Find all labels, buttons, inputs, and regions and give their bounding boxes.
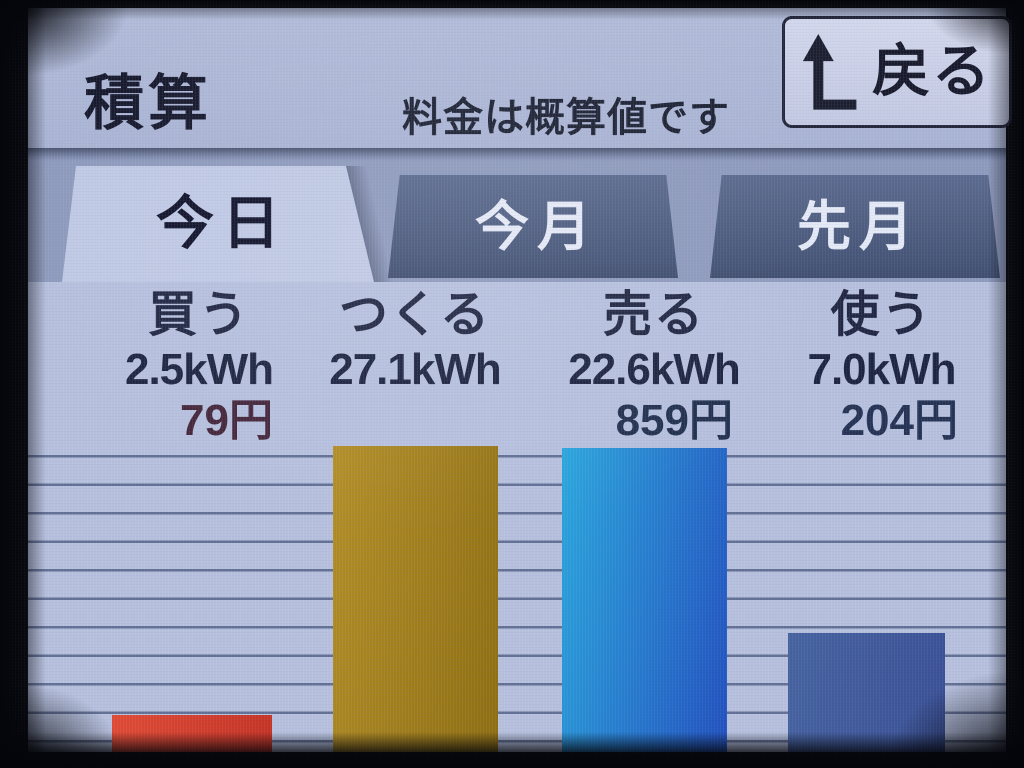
- stat-column-buy: 買う 2.5kWh 79円: [103, 290, 295, 443]
- stat-column-generate: つくる 27.1kWh: [315, 290, 515, 399]
- page-title: 積算: [84, 70, 212, 137]
- bar-buy: [112, 715, 272, 752]
- price-notice-text: 料金は概算値です: [402, 96, 730, 140]
- generate-energy-value: 27.1kWh: [329, 344, 502, 394]
- tab-this-month[interactable]: 今月: [388, 172, 678, 278]
- tab-this-month-label: 今月: [475, 196, 599, 257]
- tab-today[interactable]: 今日: [62, 166, 374, 282]
- sell-price-value: 859円: [615, 395, 733, 445]
- generate-label: つくる: [338, 288, 492, 342]
- buy-price-value: 79円: [180, 395, 273, 445]
- buy-energy-value: 2.5kWh: [124, 344, 274, 394]
- back-button-label: 戻る: [871, 39, 992, 104]
- sell-label: 売る: [602, 288, 705, 342]
- back-up-arrow-icon: [802, 33, 857, 110]
- use-energy-value: 7.0kWh: [807, 344, 956, 394]
- bar-sell: [562, 448, 727, 752]
- sell-energy-value: 22.6kWh: [568, 344, 741, 394]
- stat-column-sell: 売る 22.6kWh 859円: [553, 290, 755, 443]
- bar-generate: [333, 446, 498, 752]
- buy-label: 買う: [147, 288, 250, 342]
- bar-use: [788, 633, 945, 752]
- tab-last-month-label: 先月: [797, 196, 921, 257]
- header-separator: [28, 148, 1006, 161]
- stat-column-use: 使う 7.0kWh 204円: [783, 290, 980, 443]
- tab-today-label: 今日: [155, 191, 288, 256]
- tab-last-month[interactable]: 先月: [710, 172, 1000, 278]
- use-price-value: 204円: [840, 395, 958, 445]
- use-label: 使う: [830, 288, 933, 342]
- back-button[interactable]: 戻る: [782, 16, 1012, 128]
